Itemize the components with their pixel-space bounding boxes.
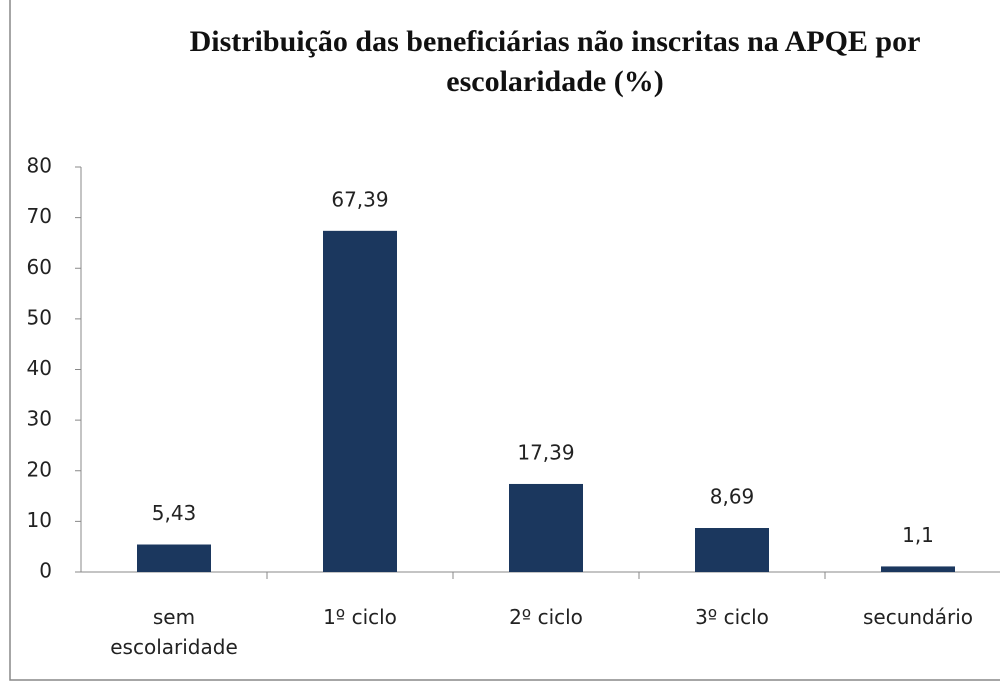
y-tick-label: 70	[27, 204, 52, 228]
x-tick-label: sem escolaridade	[110, 605, 238, 659]
y-tick-label: 60	[27, 255, 52, 279]
bar	[881, 566, 955, 572]
x-tick-label: 1º ciclo	[323, 605, 397, 629]
y-tick-label: 10	[27, 508, 52, 532]
y-tick-label: 0	[39, 559, 52, 583]
x-tick-label: 3º ciclo	[695, 605, 769, 629]
data-label: 17,39	[517, 440, 574, 464]
chart-title: Distribuição das beneficiárias não inscr…	[189, 25, 921, 98]
bar	[695, 528, 769, 572]
data-label: 5,43	[152, 501, 197, 525]
y-tick-label: 20	[27, 457, 52, 481]
y-tick-label: 40	[27, 356, 52, 380]
chart-border	[9, 0, 1000, 681]
data-label: 67,39	[331, 187, 388, 211]
data-label: 8,69	[710, 485, 755, 509]
bar	[509, 483, 583, 572]
y-tick-label: 80	[27, 154, 52, 178]
bar	[137, 544, 211, 572]
data-label: 1,1	[902, 523, 934, 547]
y-tick-label: 30	[27, 407, 52, 431]
y-tick-label: 50	[27, 305, 52, 329]
x-tick-label: 2º ciclo	[509, 605, 583, 629]
x-tick-label: secundário	[862, 605, 974, 629]
bar	[323, 230, 397, 572]
